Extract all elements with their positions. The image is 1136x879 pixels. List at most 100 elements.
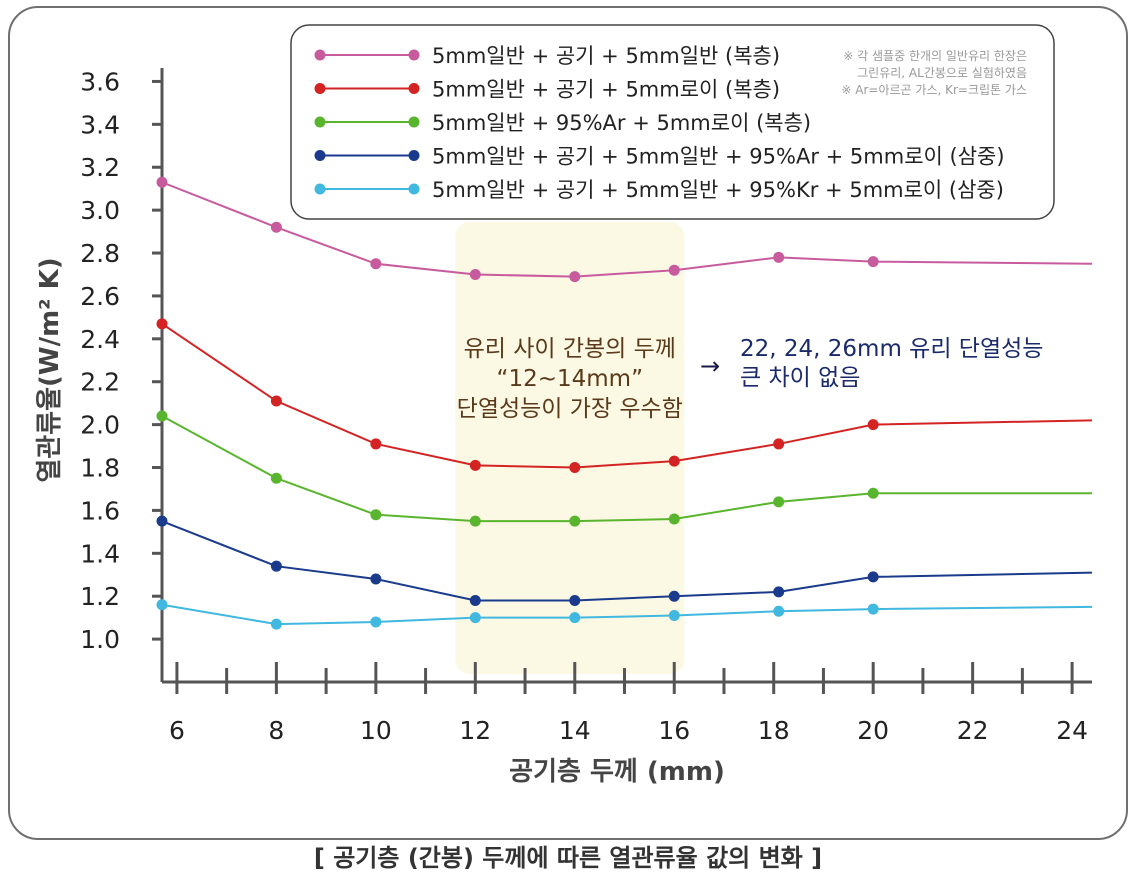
data-point — [270, 618, 282, 630]
legend-entry-4: 5mm일반 + 공기 + 5mm일반 + 95%Ar + 5mm로이 (삼중) — [432, 145, 1005, 169]
data-point — [867, 419, 879, 431]
data-point — [370, 509, 382, 521]
data-point — [469, 268, 481, 280]
highlight-band — [455, 222, 685, 674]
data-point — [270, 472, 282, 484]
legend-swatch-dot — [314, 183, 326, 195]
x-axis-label: 공기층 두께 (mm) — [509, 757, 725, 787]
x-tick-label: 8 — [268, 716, 284, 745]
legend-entry-2: 5mm일반 + 공기 + 5mm로이 (복층) — [432, 78, 780, 102]
data-point — [773, 605, 785, 617]
y-tick-label: 1.0 — [80, 625, 120, 654]
note-line-3: ※ Ar=아르곤 가스, Kr=크립톤 가스 — [841, 83, 1027, 97]
legend-box — [290, 24, 1055, 220]
x-tick-label: 10 — [360, 716, 392, 745]
y-tick-label: 1.2 — [80, 582, 120, 611]
legend-swatch-dot — [408, 150, 420, 161]
x-tick-label: 22 — [957, 716, 989, 745]
x-tick-label: 16 — [658, 716, 690, 745]
legend-swatch-dot — [314, 83, 326, 94]
x-tick-label: 12 — [459, 716, 491, 745]
data-point — [569, 515, 581, 527]
y-tick-label: 2.2 — [80, 368, 120, 397]
y-tick-label: 1.6 — [80, 496, 120, 525]
legend-entry-3: 5mm일반 + 95%Ar + 5mm로이 (복층) — [432, 111, 811, 135]
x-tick-label: 6 — [169, 716, 185, 745]
legend-swatch-dot — [408, 83, 420, 94]
legend-swatch-dot — [314, 116, 326, 128]
note-line-2: 그린유리, AL간봉으로 실험하였음 — [857, 66, 1027, 80]
y-tick-label: 1.8 — [80, 454, 120, 483]
y-tick-label: 1.4 — [80, 539, 120, 568]
legend-swatch-dot — [314, 150, 326, 161]
highlight-note-line-2: “12~14mm” — [497, 366, 643, 392]
y-tick-label: 2.4 — [80, 325, 120, 354]
data-point — [867, 256, 879, 268]
legend-swatch-dot — [408, 49, 420, 61]
y-tick-label: 2.0 — [80, 411, 120, 440]
data-point — [773, 251, 785, 263]
conclusion-line-2: 큰 차이 없음 — [740, 365, 860, 391]
data-point — [867, 603, 879, 615]
data-point — [668, 455, 680, 467]
x-tick-label: 18 — [758, 716, 790, 745]
data-point — [867, 487, 879, 499]
highlight-note-line-3: 단열성능이 가장 우수함 — [457, 396, 683, 422]
conclusion-line-1: 22, 24, 26mm 유리 단열성능 — [740, 336, 1043, 362]
data-point — [668, 590, 680, 602]
data-point — [370, 438, 382, 450]
y-tick-label: 2.8 — [80, 239, 120, 268]
data-point — [370, 616, 382, 628]
chart-caption: [ 공기층 (간봉) 두께에 따른 열관류율 값의 변화 ] — [313, 844, 823, 872]
data-point — [469, 612, 481, 624]
data-point — [773, 438, 785, 450]
data-point — [370, 573, 382, 585]
x-tick-label: 14 — [559, 716, 591, 745]
data-point — [773, 586, 785, 598]
data-point — [469, 515, 481, 527]
data-point — [270, 560, 282, 572]
legend-entry-1: 5mm일반 + 공기 + 5mm일반 (복층) — [432, 44, 780, 68]
series-lines — [156, 176, 1093, 630]
axes: 1.0 1.2 1.4 1.6 1.8 2.0 2.2 2.4 2.6 2.8 3.0 3.2 3.4 3… — [35, 67, 1092, 787]
x-tick-label: 20 — [857, 716, 889, 745]
y-tick-label: 2.6 — [80, 282, 120, 311]
data-point — [469, 459, 481, 471]
data-point — [156, 176, 168, 188]
data-point — [156, 599, 168, 611]
highlight-note-line-1: 유리 사이 간봉의 두께 — [464, 336, 676, 362]
note-line-1: ※ 각 샘플중 한개의 일반유리 한장은 — [843, 49, 1027, 63]
data-point — [270, 395, 282, 407]
data-point — [569, 271, 581, 283]
y-tick-label: 3.2 — [80, 153, 120, 182]
line-chart: 1.0 1.2 1.4 1.6 1.8 2.0 2.2 2.4 2.6 2.8 3.0 3.2 3.4 3… — [35, 24, 1093, 787]
legend-entry-5: 5mm일반 + 공기 + 5mm일반 + 95%Kr + 5mm로이 (삼중) — [432, 178, 1004, 202]
y-axis-label: 열관류율(W/m² K) — [35, 257, 65, 482]
data-point — [156, 515, 168, 527]
highlight-region — [455, 222, 685, 674]
data-point — [867, 571, 879, 583]
data-point — [270, 221, 282, 233]
y-tick-label: 3.0 — [80, 196, 120, 225]
data-point — [569, 612, 581, 624]
data-point — [668, 610, 680, 622]
legend: 5mm일반 + 공기 + 5mm일반 (복층) 5mm일반 + 공기 + 5mm로… — [290, 24, 1055, 220]
data-point — [370, 258, 382, 270]
data-point — [668, 513, 680, 525]
data-point — [668, 264, 680, 276]
arrow-icon: → — [700, 352, 720, 380]
data-point — [569, 462, 581, 474]
data-point — [156, 410, 168, 422]
data-point — [156, 318, 168, 330]
data-point — [773, 496, 785, 508]
legend-swatch-dot — [408, 183, 420, 195]
legend-swatch-dot — [408, 116, 420, 128]
data-point — [469, 594, 481, 606]
data-point — [569, 594, 581, 606]
x-tick-label: 24 — [1056, 716, 1088, 745]
annotations: 유리 사이 간봉의 두께 “12~14mm” 단열성능이 가장 우수함 → 22, 24… — [457, 336, 1044, 422]
legend-swatch-dot — [314, 49, 326, 61]
y-tick-label: 3.6 — [80, 67, 120, 96]
y-tick-label: 3.4 — [80, 110, 120, 139]
